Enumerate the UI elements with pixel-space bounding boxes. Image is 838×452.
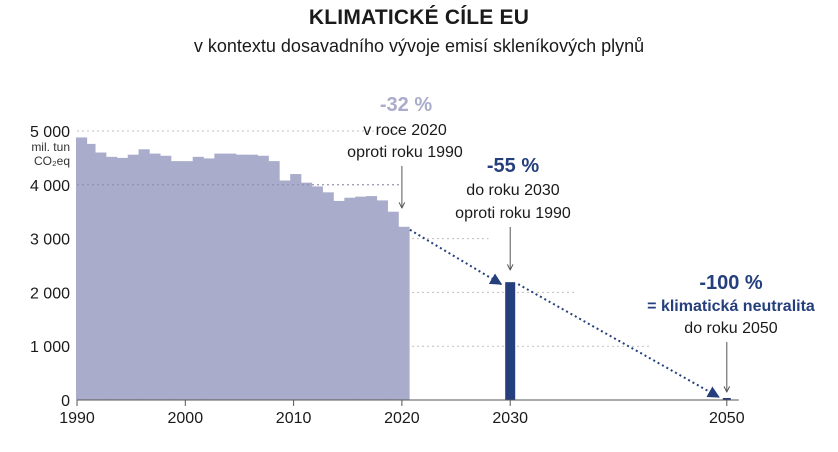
history-bar-1993 xyxy=(106,156,118,400)
history-bar-2020 xyxy=(398,226,410,400)
trend-line-2030-2050 xyxy=(517,283,720,398)
history-bar-2007 xyxy=(257,155,269,400)
annotation-2050-line1: = klimatická neutralita xyxy=(647,298,815,315)
history-bar-2005 xyxy=(236,154,248,400)
history-bar-2001 xyxy=(192,156,204,400)
x-tick-label-2010: 2010 xyxy=(276,410,312,427)
history-bar-2014 xyxy=(333,200,345,400)
chart-title: KLIMATICKÉ CÍLE EU xyxy=(308,6,530,29)
annotation-2020-line2: oproti roku 1990 xyxy=(347,144,463,161)
y-unit-label-2: CO₂eq xyxy=(34,154,70,168)
x-tick-label-1990: 1990 xyxy=(59,410,95,427)
history-bar-2000 xyxy=(181,161,194,400)
x-tick-label-2030: 2030 xyxy=(492,410,528,427)
x-tick-label-2000: 2000 xyxy=(168,410,204,427)
y-unit-label-1: mil. tun xyxy=(31,140,70,154)
history-bar-1994 xyxy=(116,157,129,400)
y-tick-label-0: 0 xyxy=(61,393,70,410)
history-bar-1996 xyxy=(138,149,150,400)
history-bar-1990 xyxy=(76,137,88,400)
history-bar-2002 xyxy=(203,158,215,400)
annotation-2030-line2: oproti roku 1990 xyxy=(455,205,571,222)
history-bar-2010 xyxy=(290,174,302,400)
y-tick-label-2000: 2 000 xyxy=(30,285,70,302)
history-bar-2006 xyxy=(246,154,258,400)
history-bar-2009 xyxy=(279,180,291,400)
y-tick-label-3000: 3 000 xyxy=(30,232,70,249)
history-bar-2013 xyxy=(322,192,334,400)
history-bar-2015 xyxy=(344,197,356,400)
x-tick-label-2020: 2020 xyxy=(384,410,420,427)
annotation-2020-line1: v roce 2020 xyxy=(363,122,447,139)
annotation-2050-pct: -100 % xyxy=(699,272,763,294)
history-bar-1995 xyxy=(127,154,139,400)
history-bar-2003 xyxy=(214,153,226,400)
annotation-2020-pct: -32 % xyxy=(380,94,432,116)
history-bar-2016 xyxy=(355,196,367,400)
history-bar-2004 xyxy=(225,153,237,400)
y-tick-label-4000: 4 000 xyxy=(30,178,70,195)
chart-subtitle: v kontextu dosavadního vývoje emisí skle… xyxy=(193,36,645,56)
history-bar-1997 xyxy=(149,153,161,400)
history-bar-1999 xyxy=(171,161,183,400)
trend-line-2020-2030 xyxy=(409,228,503,286)
target-bar-2030 xyxy=(505,282,516,400)
annotation-2030-pct: -55 % xyxy=(487,155,539,177)
history-bar-2012 xyxy=(311,186,323,400)
y-tick-label-1000: 1 000 xyxy=(30,339,70,356)
history-bar-2018 xyxy=(376,200,388,400)
annotation-2030-line1: do roku 2030 xyxy=(466,182,560,199)
history-bar-1991 xyxy=(84,143,96,401)
history-bar-1998 xyxy=(160,155,172,400)
y-tick-label-5000: 5 000 xyxy=(30,124,70,141)
annotation-2050-line2: do roku 2050 xyxy=(684,320,778,337)
history-bar-2008 xyxy=(268,161,280,400)
x-tick-label-2050: 2050 xyxy=(709,410,745,427)
history-bar-1992 xyxy=(95,152,107,400)
history-bar-2011 xyxy=(301,182,313,400)
history-bar-2019 xyxy=(387,211,399,400)
history-bar-2017 xyxy=(365,196,378,400)
